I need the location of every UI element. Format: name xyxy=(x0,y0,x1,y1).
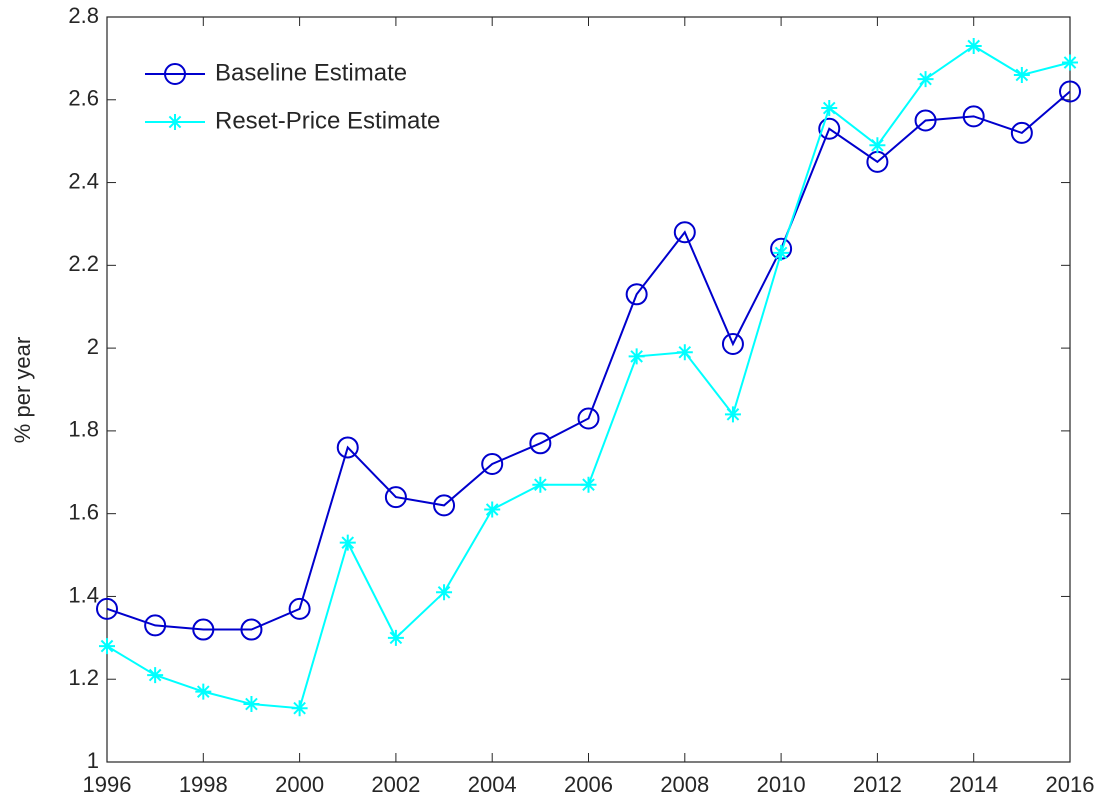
x-tick-label: 1998 xyxy=(179,772,228,797)
marker xyxy=(773,244,790,261)
marker xyxy=(676,344,693,361)
marker xyxy=(673,221,696,244)
marker xyxy=(1059,80,1081,103)
series-line xyxy=(106,44,1071,710)
marker xyxy=(99,638,115,655)
marker xyxy=(433,494,456,517)
x-tick-label: 2002 xyxy=(371,772,420,797)
x-tick-label: 2000 xyxy=(275,772,324,797)
marker xyxy=(869,137,886,154)
y-tick-label: 2.8 xyxy=(68,3,99,28)
marker xyxy=(1010,121,1033,144)
x-tick-label: 2014 xyxy=(949,772,998,797)
marker xyxy=(1013,66,1030,83)
marker xyxy=(625,283,648,306)
x-tick-label: 2016 xyxy=(1046,772,1095,797)
series-line xyxy=(106,90,1071,631)
y-tick-label: 2.2 xyxy=(68,251,99,276)
marker xyxy=(147,667,164,684)
x-tick-label: 2010 xyxy=(757,772,806,797)
marker xyxy=(336,436,359,459)
marker xyxy=(96,597,118,620)
marker xyxy=(628,348,645,365)
marker xyxy=(384,486,407,509)
marker xyxy=(164,63,186,85)
marker xyxy=(240,618,263,641)
marker xyxy=(192,618,215,641)
x-tick-label: 1996 xyxy=(83,772,132,797)
marker xyxy=(1062,54,1078,71)
x-tick-label: 2008 xyxy=(660,772,709,797)
marker xyxy=(721,332,744,355)
y-tick-label: 2.6 xyxy=(68,86,99,111)
x-tick-label: 2012 xyxy=(853,772,902,797)
y-tick-label: 1 xyxy=(87,748,99,773)
y-tick-label: 2.4 xyxy=(68,168,99,193)
marker xyxy=(144,614,167,637)
marker xyxy=(724,406,741,423)
marker xyxy=(821,100,838,117)
marker xyxy=(195,683,212,700)
marker xyxy=(167,114,183,130)
y-tick-label: 1.8 xyxy=(68,417,99,442)
marker xyxy=(577,407,600,430)
marker xyxy=(481,453,504,475)
marker xyxy=(484,501,501,518)
marker xyxy=(387,629,404,646)
y-tick-label: 1.4 xyxy=(68,582,99,607)
x-tick-label: 2004 xyxy=(468,772,517,797)
marker xyxy=(818,117,841,140)
legend-label: Reset-Price Estimate xyxy=(215,107,440,134)
y-tick-label: 2 xyxy=(87,334,99,359)
marker xyxy=(962,105,985,128)
marker xyxy=(436,584,453,601)
marker xyxy=(291,700,308,717)
legend-label: Baseline Estimate xyxy=(215,59,407,86)
marker xyxy=(339,534,356,551)
marker xyxy=(288,597,311,620)
marker xyxy=(917,71,934,88)
marker xyxy=(965,37,982,54)
marker xyxy=(529,432,552,455)
y-axis-label: % per year xyxy=(10,337,35,443)
y-tick-label: 1.6 xyxy=(68,499,99,524)
marker xyxy=(914,109,937,132)
x-tick-label: 2006 xyxy=(564,772,613,797)
marker xyxy=(243,696,260,713)
marker xyxy=(580,476,597,493)
y-tick-label: 1.2 xyxy=(68,665,99,690)
marker xyxy=(532,476,549,493)
